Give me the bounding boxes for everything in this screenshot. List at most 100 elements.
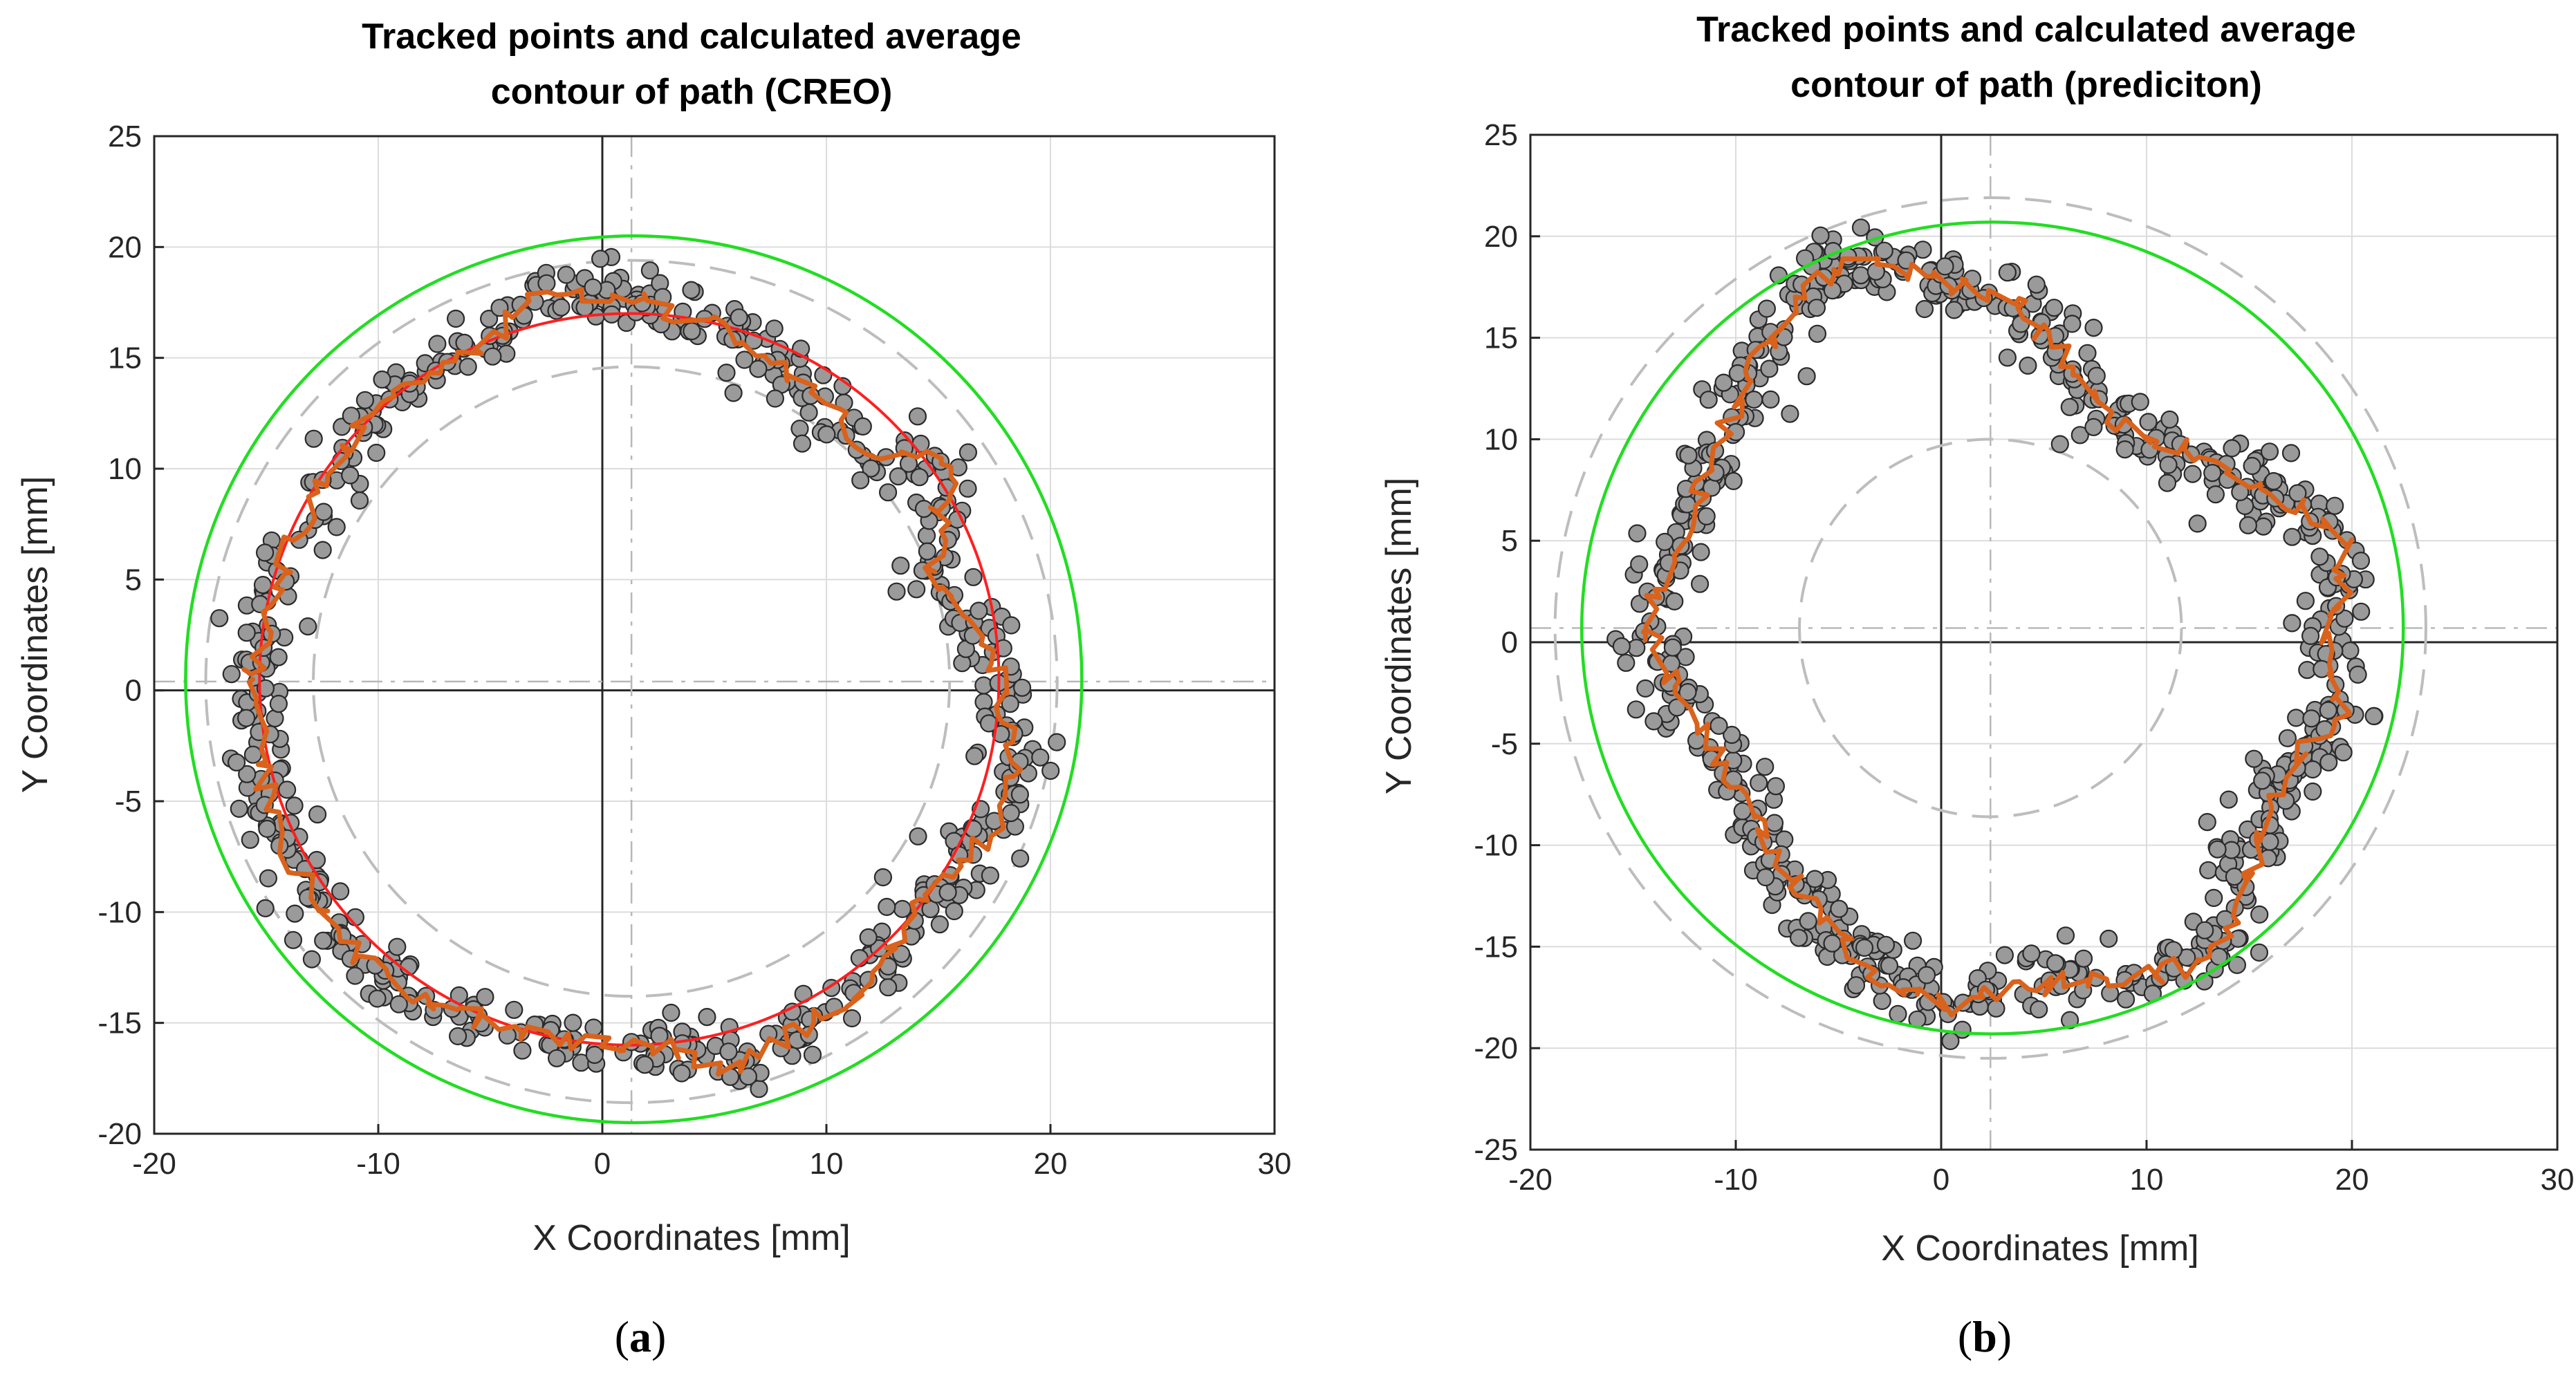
tracked-point (878, 483, 898, 502)
y-tick-label: -20 (98, 1117, 142, 1151)
tracked-point (2326, 496, 2344, 515)
tracked-point (368, 989, 387, 1008)
tracked-point (564, 1013, 582, 1032)
tracked-point (2364, 707, 2383, 726)
tracked-point (1750, 774, 1768, 792)
tracked-point (1855, 938, 1874, 957)
tracked-point (2060, 397, 2079, 416)
tracked-point (513, 1041, 532, 1060)
tracked-point (2203, 463, 2222, 483)
tracked-point (1761, 390, 1780, 409)
tracked-point (1823, 934, 1842, 953)
tracked-point (1760, 359, 1779, 378)
tracked-point (1873, 991, 1891, 1011)
tracked-point (1915, 299, 1934, 319)
tracked-point (2254, 517, 2273, 536)
tracked-point (917, 526, 936, 545)
tracked-point (918, 542, 937, 561)
reference-circle-dashed (204, 259, 1059, 1105)
tracked-point (719, 1042, 738, 1061)
tracked-point (636, 1056, 654, 1074)
tracked-point (2319, 753, 2338, 771)
tracked-point (238, 765, 257, 783)
tracked-point (505, 1000, 523, 1019)
tracked-point (1797, 367, 1816, 386)
tracked-point (749, 359, 768, 378)
x-tick-label: 10 (810, 1147, 844, 1181)
tracked-point (1846, 976, 1866, 995)
x-tick-label: -10 (1714, 1163, 1758, 1197)
y-tick-label: 0 (1501, 626, 1518, 660)
tracked-point (859, 928, 878, 947)
tracked-point (2159, 456, 2178, 474)
tracked-point (1851, 266, 1870, 285)
tracked-point (237, 624, 256, 642)
tracked-point (269, 694, 288, 713)
tracked-point (1889, 1004, 1907, 1023)
tracked-point (2078, 344, 2097, 362)
y-tick-label: 20 (1484, 220, 1518, 254)
tracked-point (2229, 929, 2248, 948)
tracked-point (2188, 514, 2207, 533)
tracked-point (2260, 442, 2279, 461)
tracked-point (2087, 366, 2106, 385)
tracked-point (938, 883, 957, 901)
y-tick-label: 25 (108, 120, 142, 153)
average-contour-line (241, 287, 1023, 1077)
tracked-point (1998, 263, 2017, 282)
tracked-point (1636, 679, 1655, 698)
tracked-point (1692, 543, 1710, 561)
tracked-point (765, 319, 784, 338)
tracked-point (2196, 921, 2214, 939)
tracked-point (2183, 465, 2202, 483)
tracked-point (964, 568, 983, 586)
tracked-point (790, 419, 809, 438)
tracked-point (2283, 527, 2301, 546)
tracked-point (662, 1003, 680, 1022)
tracked-point (1941, 1031, 1960, 1051)
tracked-point (2158, 474, 2177, 492)
tracked-point (2160, 410, 2179, 429)
tracked-point (258, 819, 277, 839)
tracked-point (1904, 931, 1922, 950)
tracked-point (1665, 592, 1684, 611)
tracked-point (1699, 391, 1718, 409)
tracked-point (2243, 456, 2261, 476)
tracked-point (1724, 471, 1743, 491)
tracked-point (243, 745, 262, 764)
tracked-point (2046, 954, 2065, 973)
tracked-point (350, 491, 369, 510)
tracked-point (2250, 905, 2269, 924)
tracked-point (1627, 700, 1645, 719)
tracked-point (2206, 485, 2225, 504)
y-tick-label: -15 (1474, 930, 1518, 964)
tracked-point (1995, 946, 2014, 964)
tracked-point (1917, 966, 1936, 984)
tracked-point (887, 582, 906, 601)
x-tick-label: -20 (1508, 1163, 1553, 1197)
tracked-point (1936, 257, 1954, 276)
tracked-point (640, 261, 660, 280)
average-contour-line (1640, 256, 2355, 1018)
y-axis-label-b: Y Coordinates [mm] (1379, 478, 1419, 795)
y-tick-label: 5 (125, 563, 142, 597)
tracked-point (2084, 418, 2103, 436)
tracked-point (302, 950, 321, 969)
tracked-point (1723, 725, 1741, 745)
plot-body-b (1530, 135, 2557, 1150)
y-tick-label: 0 (125, 674, 142, 708)
tracked-point (1656, 532, 1674, 552)
y-tick-label: -10 (98, 895, 142, 929)
tracked-point (259, 869, 277, 888)
tracked-point (2100, 929, 2118, 948)
tracked-point (1806, 870, 1824, 888)
tracked-point (237, 709, 256, 727)
tracked-point (2227, 955, 2246, 975)
tracked-point (1851, 218, 1871, 237)
grid-b (1530, 135, 2557, 1150)
panel-caption-a: (a) (615, 1312, 667, 1361)
y-tick-label: 20 (108, 230, 142, 264)
tracked-point (1808, 324, 1827, 343)
